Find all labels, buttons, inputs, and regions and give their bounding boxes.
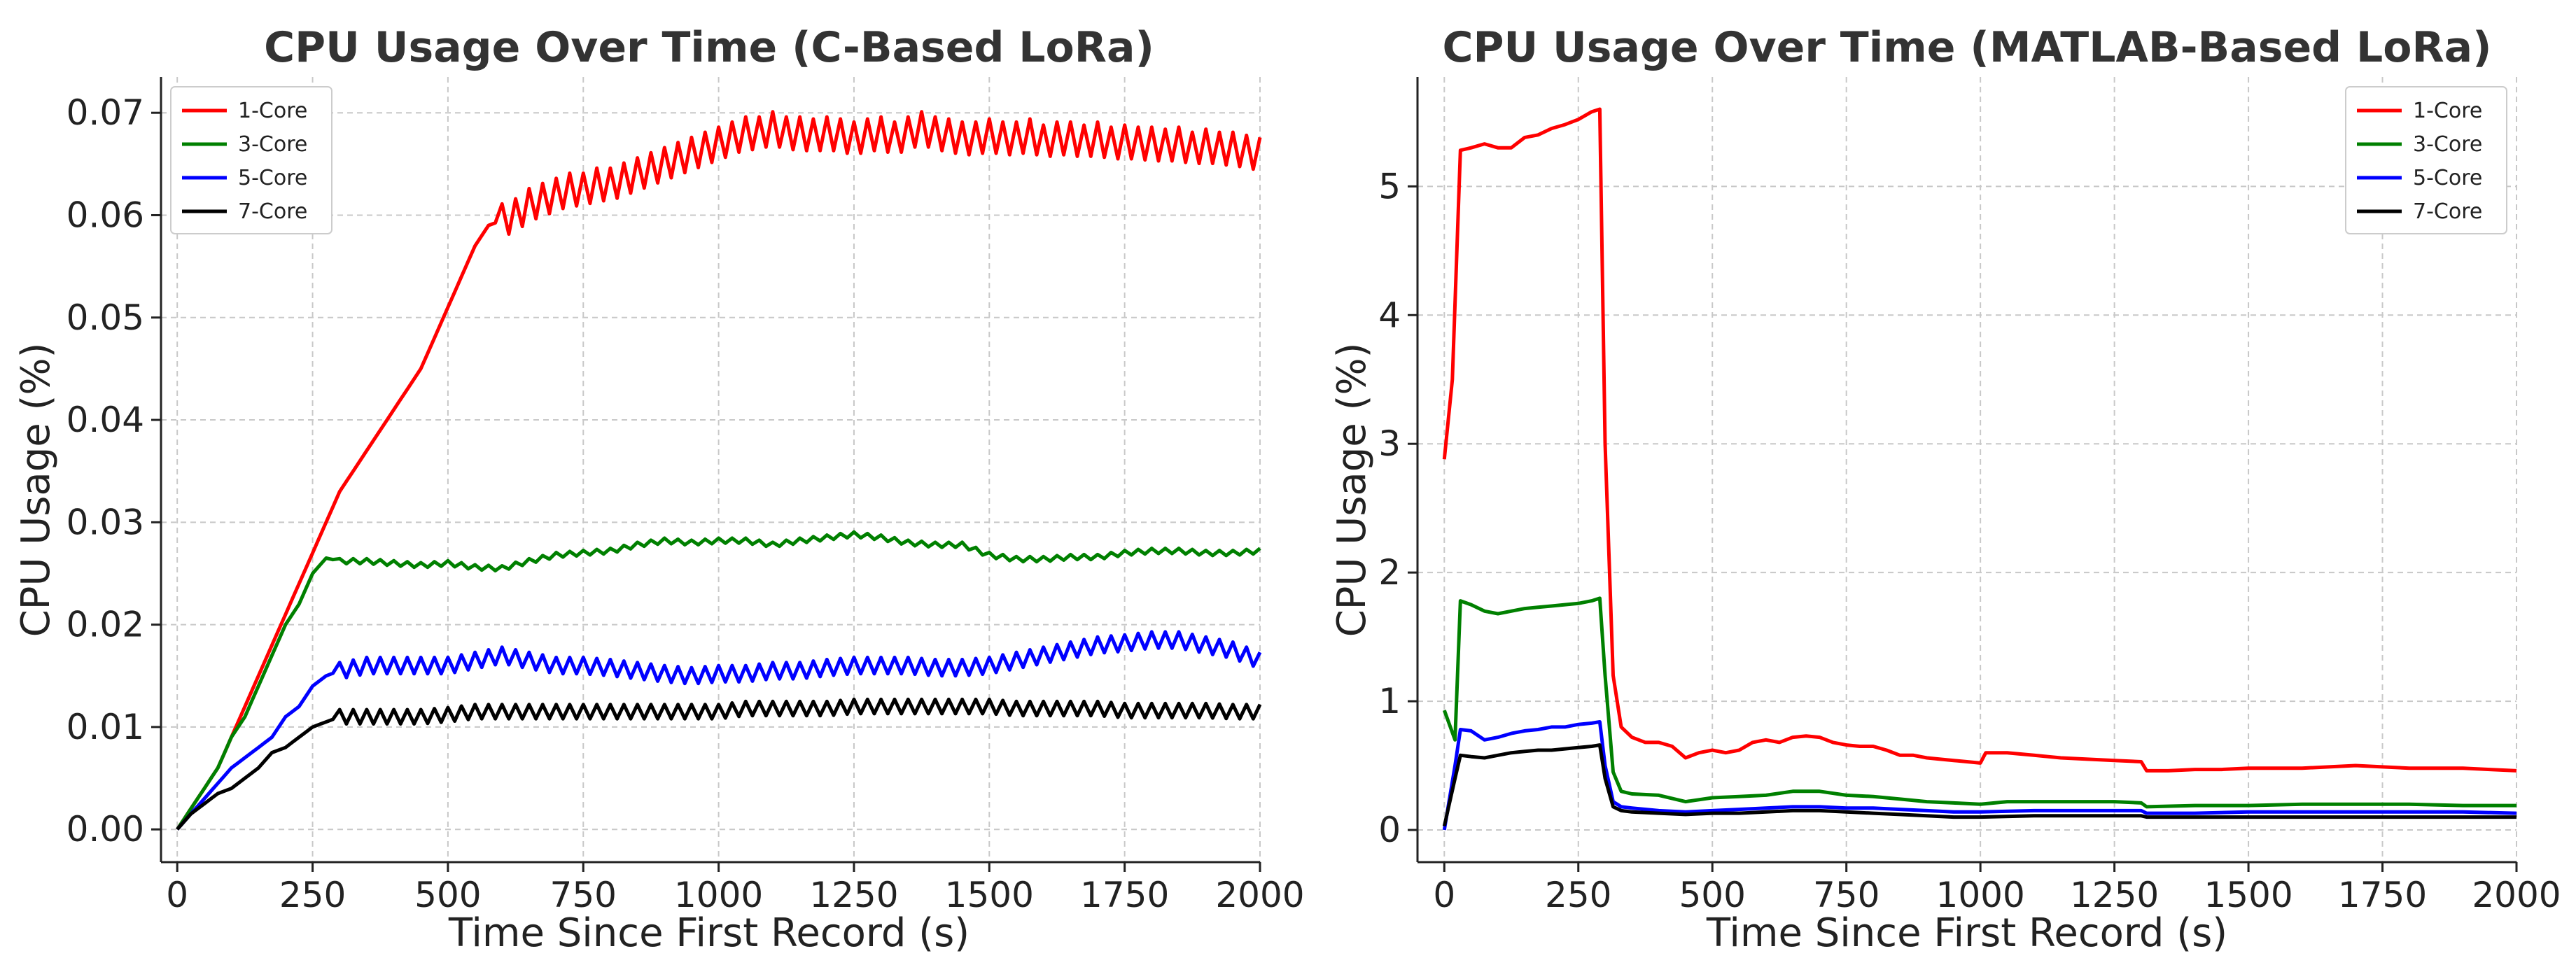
- series-line-7-core: [176, 697, 1262, 831]
- x-tick-label: 2000: [2472, 875, 2561, 915]
- x-tick-label: 1250: [2070, 875, 2159, 915]
- x-tick-label: 250: [1545, 875, 1611, 915]
- x-tick-label: 500: [1679, 875, 1746, 915]
- y-tick-label: 0.03: [66, 502, 144, 542]
- legend-entry: 7-Core: [238, 199, 307, 224]
- legend-entry: 5-Core: [238, 166, 307, 190]
- c-based-chart: CPU Usage Over Time (C-Based LoRa) 0 250 5…: [13, 23, 1305, 956]
- x-tick-label: 1500: [945, 875, 1034, 915]
- y-tick-label: 3: [1378, 423, 1401, 464]
- x-tick-label: 1250: [809, 875, 898, 915]
- y-tick-label: 0.02: [66, 605, 144, 645]
- series-line-1-core: [1442, 107, 2517, 773]
- legend-entry: 1-Core: [238, 99, 307, 123]
- y-tick-label: 0.01: [66, 707, 144, 747]
- y-axis-label: CPU Usage (%): [1329, 343, 1375, 638]
- y-axis-label: CPU Usage (%): [13, 343, 59, 638]
- x-tick-label: 2000: [1215, 875, 1304, 915]
- x-axis-label: Time Since First Record (s): [1706, 910, 2227, 956]
- x-tick-label: 1000: [674, 875, 763, 915]
- x-tick-label: 750: [550, 875, 617, 915]
- x-tick-label: 1750: [2338, 875, 2427, 915]
- x-tick-label: 0: [1433, 875, 1455, 915]
- y-tick-label: 0: [1378, 810, 1401, 850]
- y-tick-label: 1: [1378, 681, 1401, 721]
- matlab-based-chart: CPU Usage Over Time (MATLAB-Based LoRa) …: [1329, 23, 2561, 956]
- series-line-1-core: [176, 110, 1262, 831]
- y-tick-label: 2: [1378, 552, 1401, 593]
- legend: 1-Core 3-Core 5-Core 7-Core: [170, 86, 332, 234]
- legend-entry: 3-Core: [2413, 132, 2482, 157]
- y-tick-label: 0.06: [66, 195, 144, 235]
- legend-box: [170, 86, 332, 234]
- x-tick-label: 0: [166, 875, 188, 915]
- x-tick-label: 1500: [2204, 875, 2292, 915]
- y-tick-label: 0.07: [66, 92, 144, 133]
- x-tick-label: 250: [279, 875, 346, 915]
- series-line-3-core: [176, 530, 1261, 831]
- series-line-5-core: [1442, 720, 2517, 831]
- legend-entry: 7-Core: [2413, 199, 2482, 224]
- series-line-5-core: [176, 630, 1262, 831]
- legend-box: [2345, 86, 2507, 234]
- legend: 1-Core 3-Core 5-Core 7-Core: [2345, 86, 2507, 234]
- chart-title: CPU Usage Over Time (C-Based LoRa): [264, 23, 1154, 72]
- y-tick-label: 0.05: [66, 297, 144, 338]
- x-tick-label: 500: [414, 875, 481, 915]
- x-axis-label: Time Since First Record (s): [448, 910, 969, 956]
- chart-title: CPU Usage Over Time (MATLAB-Based LoRa): [1442, 23, 2491, 72]
- legend-entry: 3-Core: [238, 132, 307, 157]
- y-tick-label: 0.00: [66, 809, 144, 850]
- legend-entry: 5-Core: [2413, 166, 2482, 190]
- y-tick-label: 5: [1378, 166, 1401, 206]
- y-tick-label: 0.04: [66, 400, 144, 440]
- x-tick-label: 1000: [1936, 875, 2025, 915]
- series-line-7-core: [1442, 743, 2516, 827]
- y-tick-label: 4: [1378, 295, 1401, 335]
- x-tick-label: 750: [1813, 875, 1879, 915]
- x-tick-label: 1750: [1080, 875, 1169, 915]
- legend-entry: 1-Core: [2413, 99, 2482, 123]
- series-line-3-core: [1442, 596, 2516, 809]
